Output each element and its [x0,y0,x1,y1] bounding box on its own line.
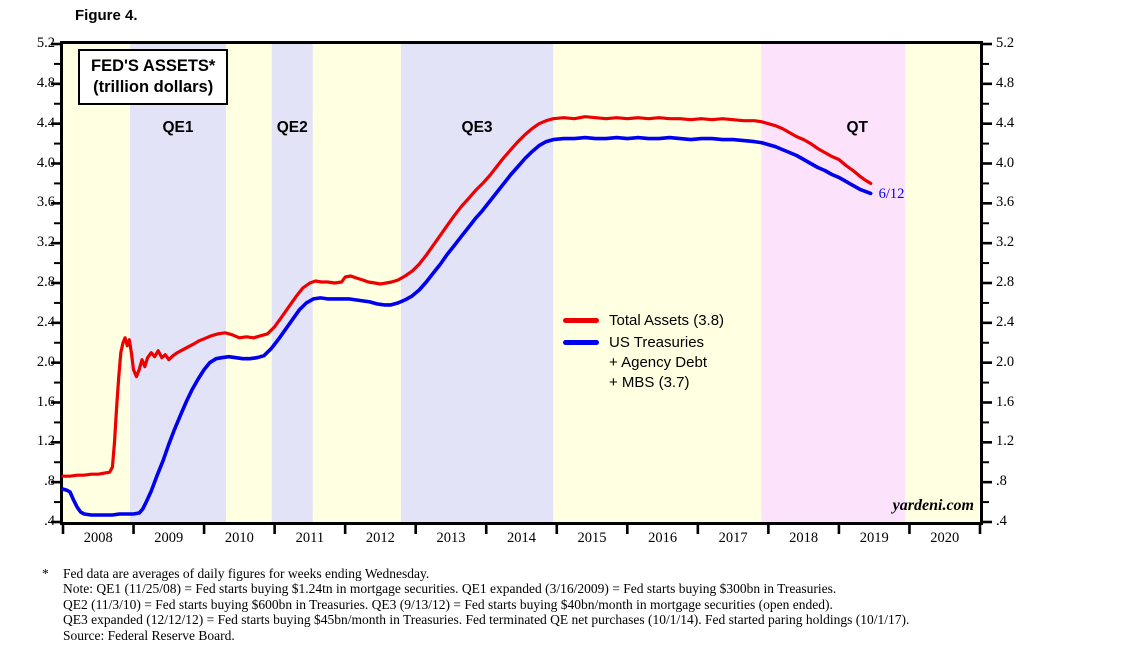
legend-swatch-treasuries [563,340,599,345]
y-axis-label-right: 5.2 [996,35,1015,51]
x-axis-label-2019: 2019 [859,530,889,546]
y-axis-label-left: .8 [44,473,55,490]
axis-ticks [51,42,992,534]
y-axis-label-right: 2.8 [996,274,1015,290]
footnote-line: QE3 expanded (12/12/12) = Fed starts buy… [42,612,909,627]
footnote-line: * Fed data are averages of daily figures… [42,566,909,581]
footnote-text: QE3 expanded (12/12/12) = Fed starts buy… [63,612,910,628]
x-axis-label-2009: 2009 [154,530,184,546]
y-axis-label-left: .4 [44,513,55,529]
x-axis-label-2017: 2017 [718,530,748,546]
y-axis-label-left: 3.2 [36,234,55,251]
legend-label-total-assets: Total Assets (3.8) [609,312,725,329]
y-axis-label-left: 3.6 [36,194,55,211]
y-axis-label-right: 4.8 [996,74,1015,91]
y-axis-label-right: 1.6 [996,393,1015,410]
x-axis-label-2016: 2016 [648,530,678,546]
y-axis-label-left: 2.8 [36,274,55,290]
plot-area [51,42,992,534]
y-axis-label-left: 4.8 [36,74,55,91]
band-label-qe1: QE1 [162,119,194,136]
series-line-total-assets [61,115,873,478]
footnote-text: QE2 (11/3/10) = Fed starts buying $600bn… [63,596,833,612]
legend-label-line-2: + Agency Debt [609,354,707,371]
y-axis-label-left: 1.6 [36,393,55,410]
series-line-treasuries [61,135,873,517]
x-axis-label-2014: 2014 [507,530,536,546]
y-axis-label-right: 4.0 [996,154,1015,171]
y-axis-label-right: 4.4 [996,114,1015,131]
y-axis-label-right: 3.2 [996,234,1015,251]
x-axis-label-2018: 2018 [789,530,819,546]
watermark-yardeni: yardeni.com [892,497,974,514]
x-axis-label-2011: 2011 [295,530,325,546]
chart-subtitle: (trillion dollars) [93,78,214,96]
footnote-line: Source: Federal Reserve Board. [42,628,909,643]
y-axis-label-left: 2.4 [36,313,55,330]
chart-title-box: FED'S ASSETS* (trillion dollars) [78,49,229,105]
legend-label-line-3: + MBS (3.7) [609,374,690,391]
legend: Total Assets (3.8) US Treasuries + Agenc… [563,311,724,395]
x-axis-label-2010: 2010 [224,530,254,546]
y-axis-label-left: 5.2 [36,35,55,51]
x-axis-label-2020: 2020 [930,530,960,546]
chart-title: FED'S ASSETS* [91,57,216,75]
y-axis-label-left: 4.0 [36,154,55,171]
x-axis-label-2015: 2015 [577,530,607,546]
x-axis-label-2008: 2008 [83,530,113,546]
band-qe2 [271,44,313,522]
legend-label-treasuries: US Treasuries + Agency Debt + MBS (3.7) [609,333,707,393]
y-axis-label-right: .8 [996,473,1007,490]
x-axis-label-2012: 2012 [365,530,395,546]
figure-title: Figure 4. [75,7,138,24]
y-axis-label-left: 4.4 [36,114,55,131]
band-qe1 [130,44,226,522]
y-axis-label-left: 1.2 [36,433,55,450]
footnote-text: Note: QE1 (11/25/08) = Fed starts buying… [63,581,837,597]
y-axis-label-right: 2.0 [996,353,1015,370]
y-axis-label-left: 2.0 [36,353,55,370]
legend-item-total-assets: Total Assets (3.8) [563,311,724,331]
y-axis-label-right: 3.6 [996,194,1015,211]
y-axis-label-right: 2.4 [996,313,1015,330]
footnote-text: Fed data are averages of daily figures f… [63,566,430,581]
footnote-asterisk: * [42,566,49,581]
footnote-line: QE2 (11/3/10) = Fed starts buying $600bn… [42,597,909,612]
series-end-date-label: 6/12 [878,186,905,203]
legend-label-line-1: US Treasuries [609,334,705,351]
band-label-qe3: QE3 [461,119,493,136]
footnotes: * Fed data are averages of daily figures… [42,566,909,643]
chart-frame [51,41,992,534]
footnote-line: Note: QE1 (11/25/08) = Fed starts buying… [42,581,909,596]
band-label-qe2: QE2 [276,119,308,136]
y-axis-label-right: .4 [996,513,1007,529]
band-label-qt: QT [846,119,869,136]
band-qt [761,44,906,522]
legend-swatch-total-assets [563,318,599,323]
x-axis-label-2013: 2013 [436,530,466,546]
legend-item-treasuries: US Treasuries + Agency Debt + MBS (3.7) [563,333,724,393]
y-axis-label-right: 1.2 [996,433,1015,450]
footnote-text: Source: Federal Reserve Board. [63,627,235,643]
